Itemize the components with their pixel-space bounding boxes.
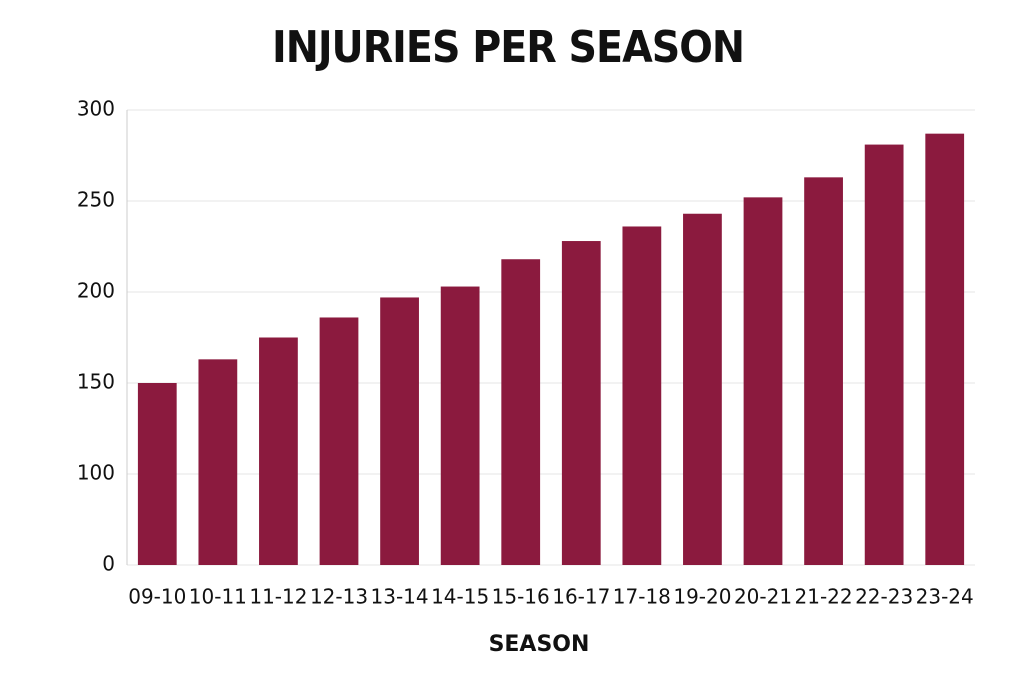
- bar: [440, 286, 480, 565]
- y-tick-label: 250: [77, 188, 115, 212]
- bar: [925, 133, 965, 565]
- bar: [683, 213, 722, 566]
- y-tick-label: 200: [77, 279, 115, 303]
- x-tick-label: 23-24: [916, 585, 974, 609]
- bar: [259, 337, 298, 565]
- x-tick-label: 13-14: [371, 585, 429, 609]
- bar: [561, 241, 601, 566]
- bar: [319, 317, 359, 565]
- x-tick-label: 12-13: [310, 585, 368, 609]
- y-tick-label: 150: [77, 370, 115, 394]
- x-tick-label: 22-23: [855, 585, 913, 609]
- y-tick-label: 300: [77, 97, 115, 121]
- x-tick-label: 10-11: [189, 585, 247, 609]
- bar: [380, 297, 419, 565]
- x-tick-label: 21-22: [795, 585, 853, 609]
- x-tick-label: 11-12: [249, 585, 307, 609]
- x-tick-label: 15-16: [492, 585, 550, 609]
- y-tick-label: 0: [102, 552, 115, 576]
- x-tick-label: 19-20: [673, 585, 731, 609]
- bar: [864, 144, 904, 565]
- y-tick-label: 100: [77, 461, 115, 485]
- bar: [743, 197, 783, 566]
- x-tick-label: 17-18: [613, 585, 671, 609]
- bar: [137, 383, 177, 565]
- x-tick-label: 16-17: [552, 585, 610, 609]
- bar: [804, 177, 843, 565]
- bar: [501, 259, 541, 565]
- bar: [622, 226, 662, 566]
- chart-title: INJURIES PER SEASON: [272, 22, 744, 73]
- bar: [198, 359, 238, 565]
- x-tick-label: 09-10: [128, 585, 186, 609]
- x-tick-label: 14-15: [431, 585, 489, 609]
- x-axis-label: SEASON: [489, 632, 590, 657]
- x-tick-label: 20-21: [734, 585, 792, 609]
